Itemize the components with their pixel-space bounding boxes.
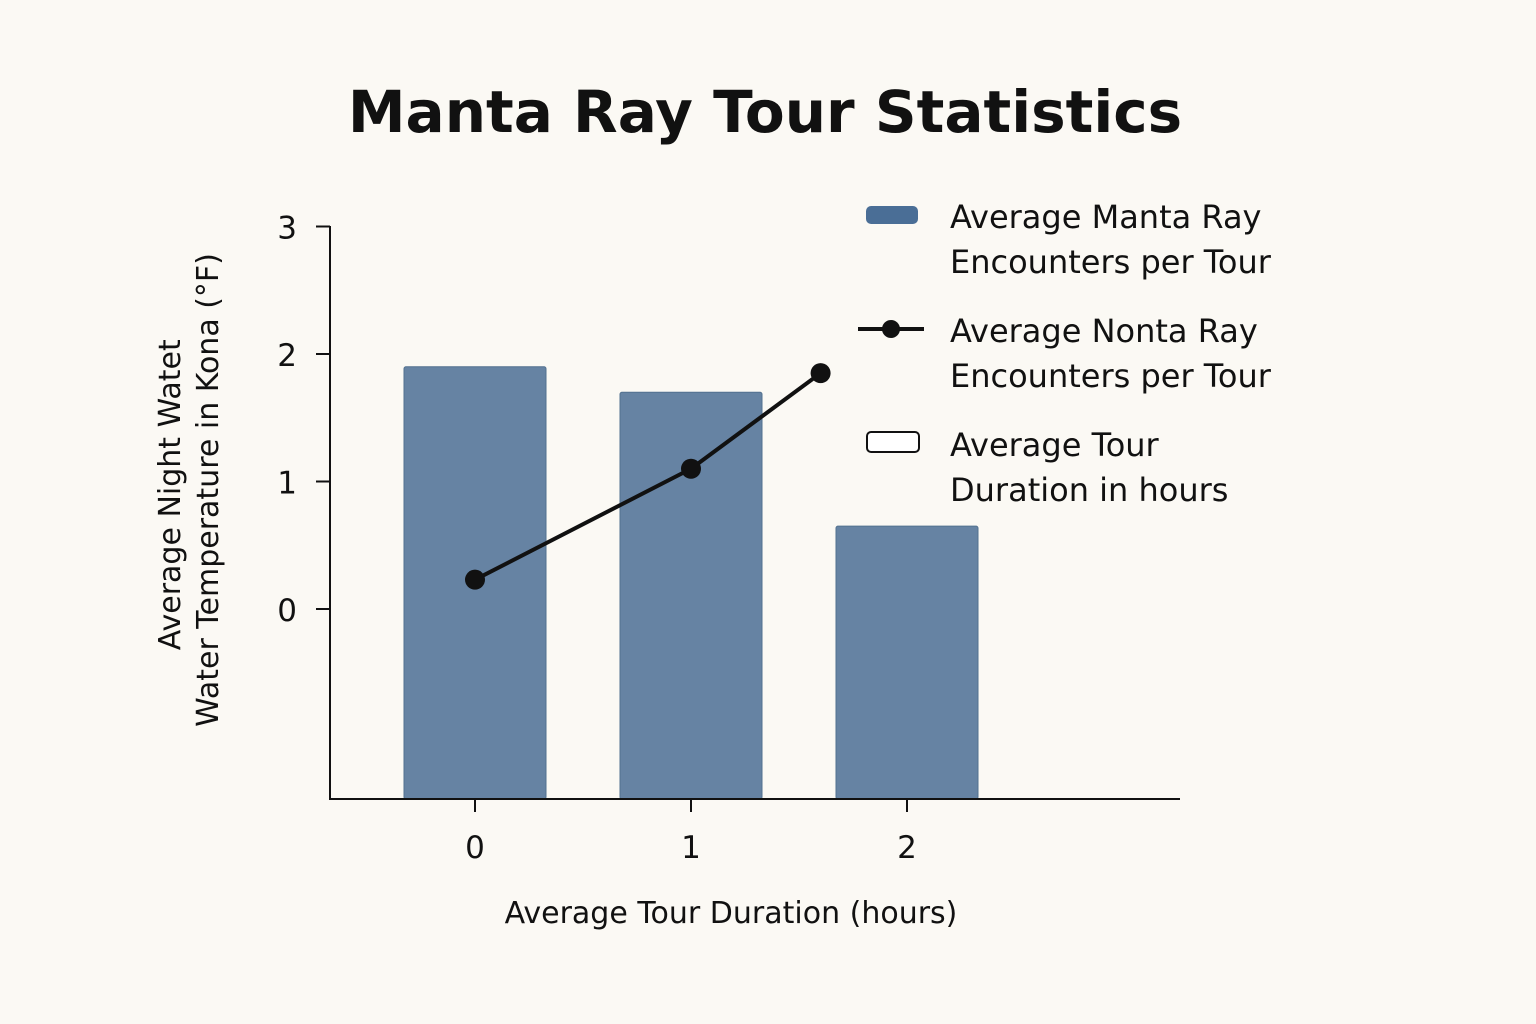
y-tick-label-3: 3	[277, 211, 297, 247]
y-axis-label-line-2: Water Temperature in Kona (°F)	[191, 253, 226, 727]
bar-1	[619, 391, 763, 800]
legend-swatch-bar	[866, 206, 918, 224]
bar-2	[835, 525, 979, 800]
legend-item-bars: Average Manta Ray Encounters per Tour	[860, 195, 1320, 309]
x-axis-label: Average Tour Duration (hours)	[505, 896, 958, 931]
legend-label-bars: Average Manta Ray Encounters per Tour	[950, 198, 1271, 281]
line-point-1	[681, 458, 701, 479]
legend: Average Manta Ray Encounters per Tour Av…	[858, 195, 1320, 537]
y-axis-label-line-1: Average Night Watet	[153, 339, 188, 650]
legend-label-line: Average Nonta Ray Encounters per Tour	[950, 312, 1271, 395]
x-tick-label-0: 0	[465, 830, 485, 866]
y-tick-label-1: 1	[277, 466, 297, 502]
line-point-0	[465, 569, 485, 590]
legend-item-line: Average Nonta Ray Encounters per Tour	[858, 309, 1320, 423]
plot-area: 0 1 2 3 0 1 2	[277, 211, 1180, 866]
y-axis-label: Average Night Watet Water Temperature in…	[153, 253, 226, 727]
legend-swatch-outline	[866, 431, 920, 453]
x-tick-label-1: 1	[681, 830, 701, 866]
legend-item-duration: Average Tour Duration in hours	[860, 423, 1320, 537]
x-tick-label-2: 2	[897, 830, 917, 866]
line-point-2	[810, 363, 831, 384]
y-tick-label-2: 2	[277, 338, 297, 374]
y-tick-label-0: 0	[277, 593, 297, 629]
chart-title: Manta Ray Tour Statistics	[348, 78, 1182, 146]
legend-swatch-line	[858, 320, 924, 338]
legend-label-duration: Average Tour Duration in hours	[950, 426, 1229, 509]
